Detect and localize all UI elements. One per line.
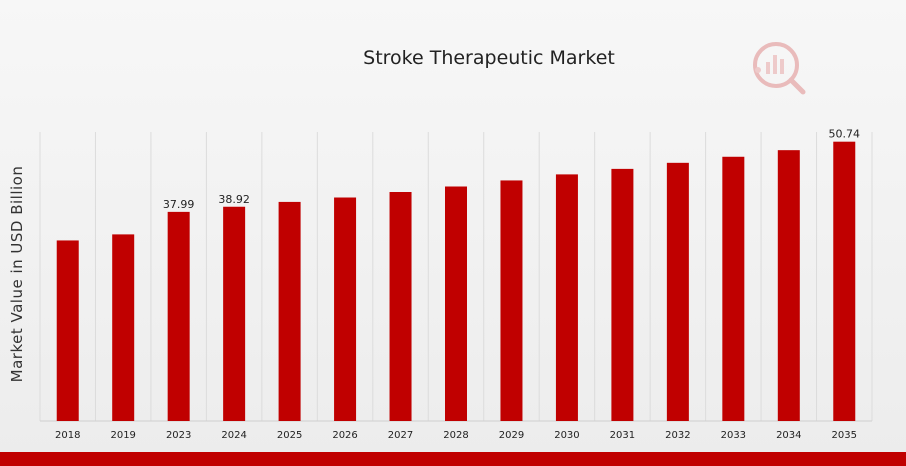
brand-logo-icon bbox=[753, 42, 806, 95]
x-tick-label: 2029 bbox=[499, 430, 524, 441]
bar-2023 bbox=[167, 211, 190, 421]
x-tick-label: 2035 bbox=[832, 430, 857, 441]
data-label-2035: 50.74 bbox=[829, 128, 861, 141]
bar-2034 bbox=[777, 150, 800, 421]
chart-title: Stroke Therapeutic Market bbox=[363, 47, 615, 69]
bar-2033 bbox=[722, 156, 745, 421]
bar-2035 bbox=[833, 141, 856, 421]
bar-2026 bbox=[334, 197, 357, 421]
x-tick-label: 2019 bbox=[110, 430, 135, 441]
bar-2029 bbox=[500, 180, 523, 421]
x-tick-label: 2023 bbox=[166, 430, 191, 441]
bar-2024 bbox=[223, 206, 246, 421]
x-tick-label: 2025 bbox=[277, 430, 302, 441]
x-tick-label: 2027 bbox=[388, 430, 413, 441]
data-label-2024: 38.92 bbox=[218, 193, 250, 206]
x-tick-label: 2033 bbox=[721, 430, 746, 441]
x-tick-label: 2030 bbox=[554, 430, 579, 441]
data-label-2023: 37.99 bbox=[163, 198, 195, 211]
bar-2031 bbox=[611, 168, 634, 421]
bar-2028 bbox=[445, 186, 467, 421]
x-tick-label: 2028 bbox=[443, 430, 468, 441]
x-tick-label: 2032 bbox=[665, 430, 690, 441]
bar-2019 bbox=[112, 234, 135, 421]
bar-2025 bbox=[278, 201, 301, 421]
x-tick-label: 2024 bbox=[221, 430, 246, 441]
x-tick-label: 2034 bbox=[776, 430, 801, 441]
bar-2030 bbox=[555, 174, 578, 421]
bar-2027 bbox=[389, 192, 412, 421]
x-tick-labels: 2018 2019 2023 2024 2025 2026 2027 2028 2029 2030… bbox=[55, 430, 857, 441]
x-tick-label: 2026 bbox=[332, 430, 357, 441]
bottom-accent-bar bbox=[0, 452, 906, 466]
bar-2018 bbox=[56, 240, 79, 421]
data-labels-group: 37.99 38.92 50.74 bbox=[163, 128, 860, 211]
bar-2032 bbox=[666, 162, 689, 421]
x-tick-label: 2031 bbox=[610, 430, 635, 441]
grid-lines bbox=[39, 132, 873, 421]
y-axis-label: Market Value in USD Billion bbox=[8, 166, 26, 383]
x-tick-label: 2018 bbox=[55, 430, 80, 441]
bars-group bbox=[56, 141, 856, 421]
